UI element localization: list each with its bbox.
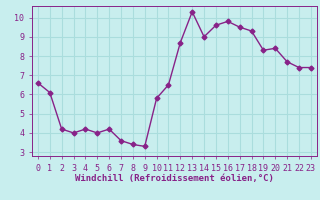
X-axis label: Windchill (Refroidissement éolien,°C): Windchill (Refroidissement éolien,°C) bbox=[75, 174, 274, 183]
